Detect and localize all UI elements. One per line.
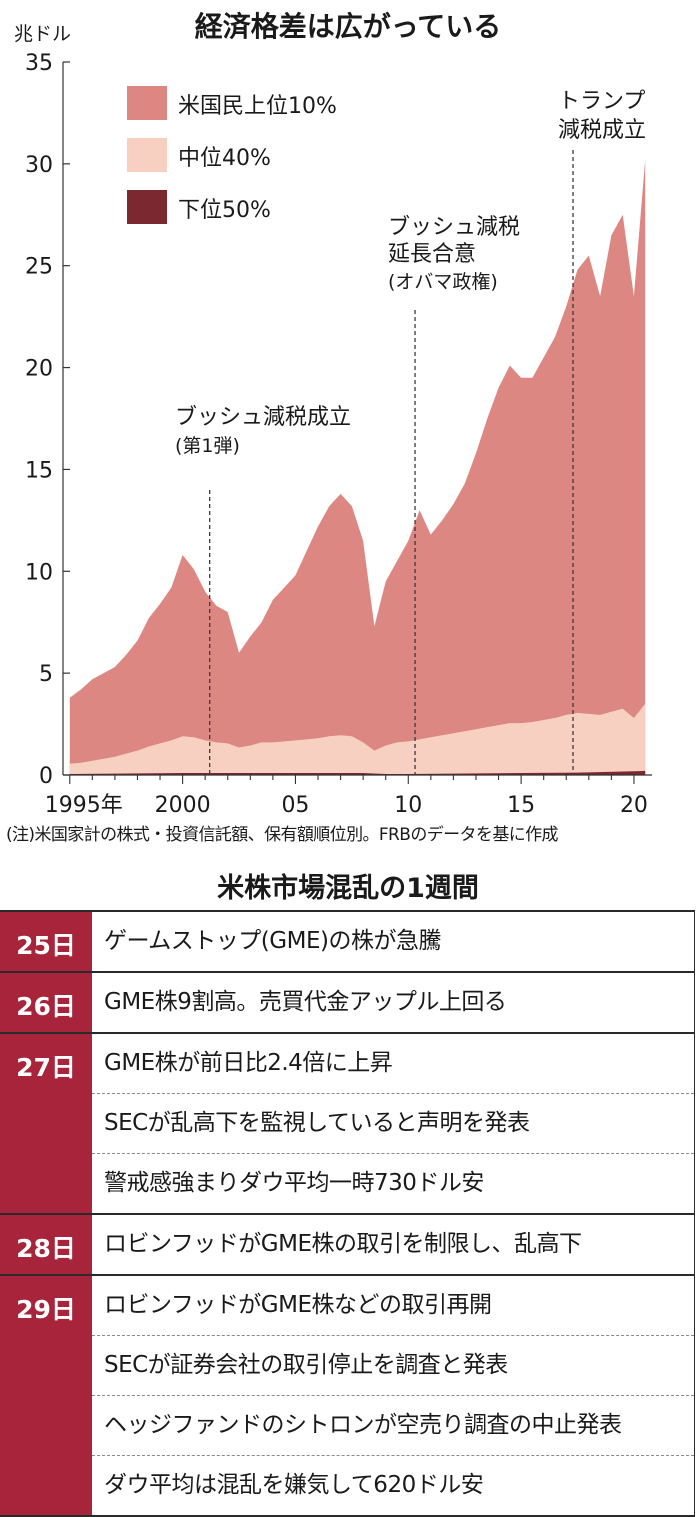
y-axis-unit-label: 兆ドル bbox=[14, 23, 71, 45]
y-tick-label: 35 bbox=[25, 51, 53, 76]
timeline-event: ロビンフッドがGME株の取引を制限し、乱高下 bbox=[104, 1231, 582, 1257]
timeline-event: ヘッジファンドのシトロンが空売り調査の中止発表 bbox=[92, 1395, 694, 1455]
x-tick-label: 20 bbox=[620, 793, 648, 818]
annotation-text: 延長合意 bbox=[388, 242, 476, 267]
y-tick-label: 5 bbox=[39, 662, 53, 687]
chart-title: 経済格差は広がっている bbox=[195, 10, 502, 43]
timeline-day-group: 26日 GME株9割高。売買代金アップル上回る bbox=[0, 971, 695, 1032]
y-tick-label: 20 bbox=[25, 357, 53, 382]
timeline-day-label: 28日 bbox=[0, 1215, 92, 1274]
timeline-events: ゲームストップ(GME)の株が急騰 bbox=[92, 912, 695, 971]
legend-label: 中位40% bbox=[178, 146, 271, 171]
x-tick-label: 15 bbox=[507, 793, 535, 818]
x-tick-label: 2000 bbox=[155, 793, 211, 818]
timeline-day-label: 27日 bbox=[0, 1034, 92, 1213]
annotation-text: ブッシュ減税 bbox=[388, 215, 520, 240]
y-tick-label: 15 bbox=[25, 458, 53, 483]
annotation-lines bbox=[209, 150, 574, 775]
annotation-text: (第1弾) bbox=[175, 435, 240, 457]
annotation-text: トランプ bbox=[558, 89, 645, 114]
y-tick-label: 10 bbox=[25, 560, 53, 585]
timeline-day-group: 25日 ゲームストップ(GME)の株が急騰 bbox=[0, 910, 695, 971]
timeline-day-group: 29日 ロビンフッドがGME株などの取引再開 SECが証券会社の取引停止を調査と発表… bbox=[0, 1274, 695, 1517]
area-layer bbox=[69, 159, 646, 776]
timeline-event: ゲームストップ(GME)の株が急騰 bbox=[104, 928, 441, 954]
x-tick-label: 05 bbox=[281, 793, 309, 818]
legend: 米国民上位10% 中位40% 下位50% bbox=[127, 86, 337, 224]
legend-swatch bbox=[127, 86, 167, 120]
legend-swatch bbox=[127, 138, 167, 172]
legend-swatch bbox=[127, 190, 167, 224]
timeline-day-label: 26日 bbox=[0, 973, 92, 1032]
annotation-text: 減税成立 bbox=[558, 118, 646, 143]
x-tick-label: 1995年 bbox=[45, 793, 123, 818]
legend-label: 米国民上位10% bbox=[178, 94, 337, 119]
area-bottom50 bbox=[69, 770, 646, 775]
timeline-event: ダウ平均は混乱を嫌気して620ドル安 bbox=[92, 1455, 694, 1515]
annotation-text: (オバマ政権) bbox=[388, 271, 498, 293]
x-tick-label: 10 bbox=[394, 793, 422, 818]
timeline-events: GME株9割高。売買代金アップル上回る bbox=[92, 973, 695, 1032]
timeline-day-label: 25日 bbox=[0, 912, 92, 971]
timeline-event: SECが証券会社の取引停止を調査と発表 bbox=[92, 1335, 694, 1395]
annotation-text: ブッシュ減税成立 bbox=[175, 405, 351, 430]
timeline-event: SECが乱高下を監視していると声明を発表 bbox=[92, 1093, 694, 1153]
y-tick-label: 0 bbox=[39, 764, 53, 789]
y-tick-label: 30 bbox=[25, 153, 53, 178]
timeline-events: GME株が前日比2.4倍に上昇 SECが乱高下を監視していると声明を発表 警戒感強ま… bbox=[92, 1034, 695, 1213]
timeline-events: ロビンフッドがGME株の取引を制限し、乱高下 bbox=[92, 1215, 695, 1274]
chart-source-note: (注)米国家計の株式・投資信託額、保有額順位別。FRBのデータを基に作成 bbox=[6, 825, 559, 845]
timeline-events: ロビンフッドがGME株などの取引再開 SECが証券会社の取引停止を調査と発表 ヘッジ… bbox=[92, 1276, 695, 1515]
timeline-event: GME株が前日比2.4倍に上昇 bbox=[104, 1050, 393, 1076]
timeline-event: 警戒感強まりダウ平均一時730ドル安 bbox=[92, 1153, 694, 1213]
timeline-table: 25日 ゲームストップ(GME)の株が急騰 26日 GME株9割高。売買代金アップル上… bbox=[0, 910, 695, 1517]
timeline-day-label: 29日 bbox=[0, 1276, 92, 1515]
area-top10 bbox=[69, 159, 646, 776]
timeline-day-group: 27日 GME株が前日比2.4倍に上昇 SECが乱高下を監視していると声明を発表 警戒… bbox=[0, 1032, 695, 1213]
y-tick-label: 25 bbox=[25, 255, 53, 280]
timeline-event: ロビンフッドがGME株などの取引再開 bbox=[104, 1292, 492, 1318]
legend-label: 下位50% bbox=[178, 198, 271, 223]
area-middle40 bbox=[69, 703, 646, 775]
timeline-event: GME株9割高。売買代金アップル上回る bbox=[104, 989, 507, 1015]
timeline-day-group: 28日 ロビンフッドがGME株の取引を制限し、乱高下 bbox=[0, 1213, 695, 1274]
timeline-title: 米株市場混乱の1週間 bbox=[217, 873, 479, 904]
